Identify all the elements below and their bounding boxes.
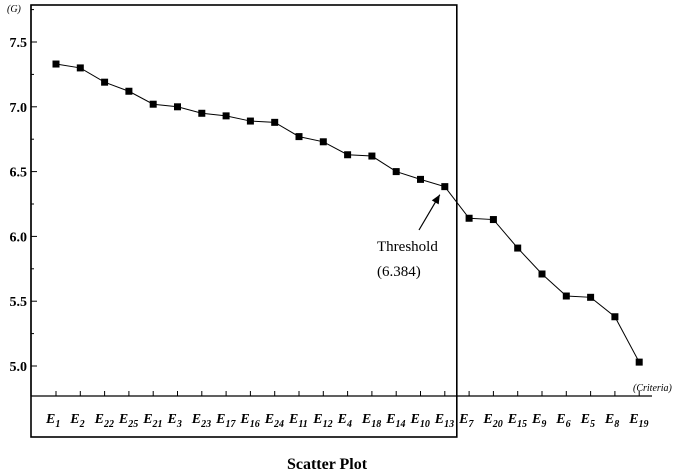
data-point-13 <box>368 152 376 160</box>
data-point-14 <box>392 168 400 176</box>
x-tick-label-15: E10 <box>410 412 430 430</box>
data-point-23 <box>611 313 619 321</box>
data-point-8 <box>246 117 254 125</box>
x-tick-label-3: E25 <box>118 412 138 430</box>
data-point-7 <box>222 112 230 120</box>
x-tick-label-19: E15 <box>507 412 527 430</box>
data-point-19 <box>514 244 522 252</box>
y-tick-label-5: 7.5 <box>10 36 28 51</box>
data-point-5 <box>174 103 181 111</box>
x-tick-label-5: E3 <box>167 412 182 430</box>
data-point-4 <box>149 100 157 108</box>
data-point-17 <box>465 214 473 222</box>
chart-title: Scatter Plot <box>287 456 368 473</box>
y-tick-label-2: 6.0 <box>10 230 28 245</box>
x-tick-label-0: E1 <box>45 412 60 430</box>
data-point-16 <box>441 183 449 191</box>
x-unit-label: (Criteria) <box>633 383 673 394</box>
x-tick-label-10: E11 <box>288 412 308 430</box>
y-tick-label-4: 7.0 <box>10 101 28 116</box>
data-point-18 <box>489 216 497 224</box>
data-point-1 <box>76 64 84 72</box>
x-tick-label-22: E5 <box>580 412 595 430</box>
x-tick-label-12: E4 <box>337 412 352 430</box>
data-point-6 <box>198 109 206 117</box>
data-point-0 <box>52 60 60 68</box>
y-unit-label: (G) <box>7 4 22 15</box>
y-tick-label-3: 6.5 <box>10 166 28 181</box>
x-tick-label-4: E21 <box>142 412 162 430</box>
x-tick-label-8: E16 <box>239 412 259 430</box>
threshold-arrow-head <box>431 194 440 205</box>
x-tick-label-24: E19 <box>628 412 648 430</box>
threshold-value: (6.384) <box>377 264 421 280</box>
x-tick-label-9: E24 <box>264 412 284 430</box>
x-tick-label-13: E18 <box>361 412 381 430</box>
x-tick-label-20: E9 <box>531 412 546 430</box>
x-tick-label-1: E2 <box>69 412 84 430</box>
data-point-21 <box>562 292 570 300</box>
x-tick-label-18: E20 <box>482 412 502 430</box>
series-line <box>55 63 640 363</box>
data-point-3 <box>125 87 133 95</box>
data-point-2 <box>101 78 109 86</box>
x-tick-label-2: E22 <box>94 412 114 430</box>
data-point-24 <box>635 358 643 366</box>
x-tick-label-6: E23 <box>191 412 211 430</box>
x-tick-label-16: E13 <box>434 412 454 430</box>
x-tick-label-21: E6 <box>555 412 570 430</box>
x-tick-label-23: E8 <box>604 412 619 430</box>
data-point-20 <box>538 270 546 278</box>
data-point-15 <box>417 175 424 183</box>
highlight-box <box>30 4 458 438</box>
y-tick-label-0: 5.0 <box>10 360 28 375</box>
threshold-label: Threshold <box>377 239 438 255</box>
x-tick-label-14: E14 <box>385 412 405 430</box>
data-point-9 <box>271 118 279 126</box>
data-point-11 <box>319 138 327 146</box>
x-tick-label-17: E7 <box>458 412 474 430</box>
data-point-22 <box>587 293 595 301</box>
data-point-12 <box>344 151 352 159</box>
y-tick-label-1: 5.5 <box>10 295 28 310</box>
data-point-10 <box>295 133 303 141</box>
x-tick-label-7: E17 <box>215 412 236 430</box>
x-tick-label-11: E12 <box>312 412 332 430</box>
